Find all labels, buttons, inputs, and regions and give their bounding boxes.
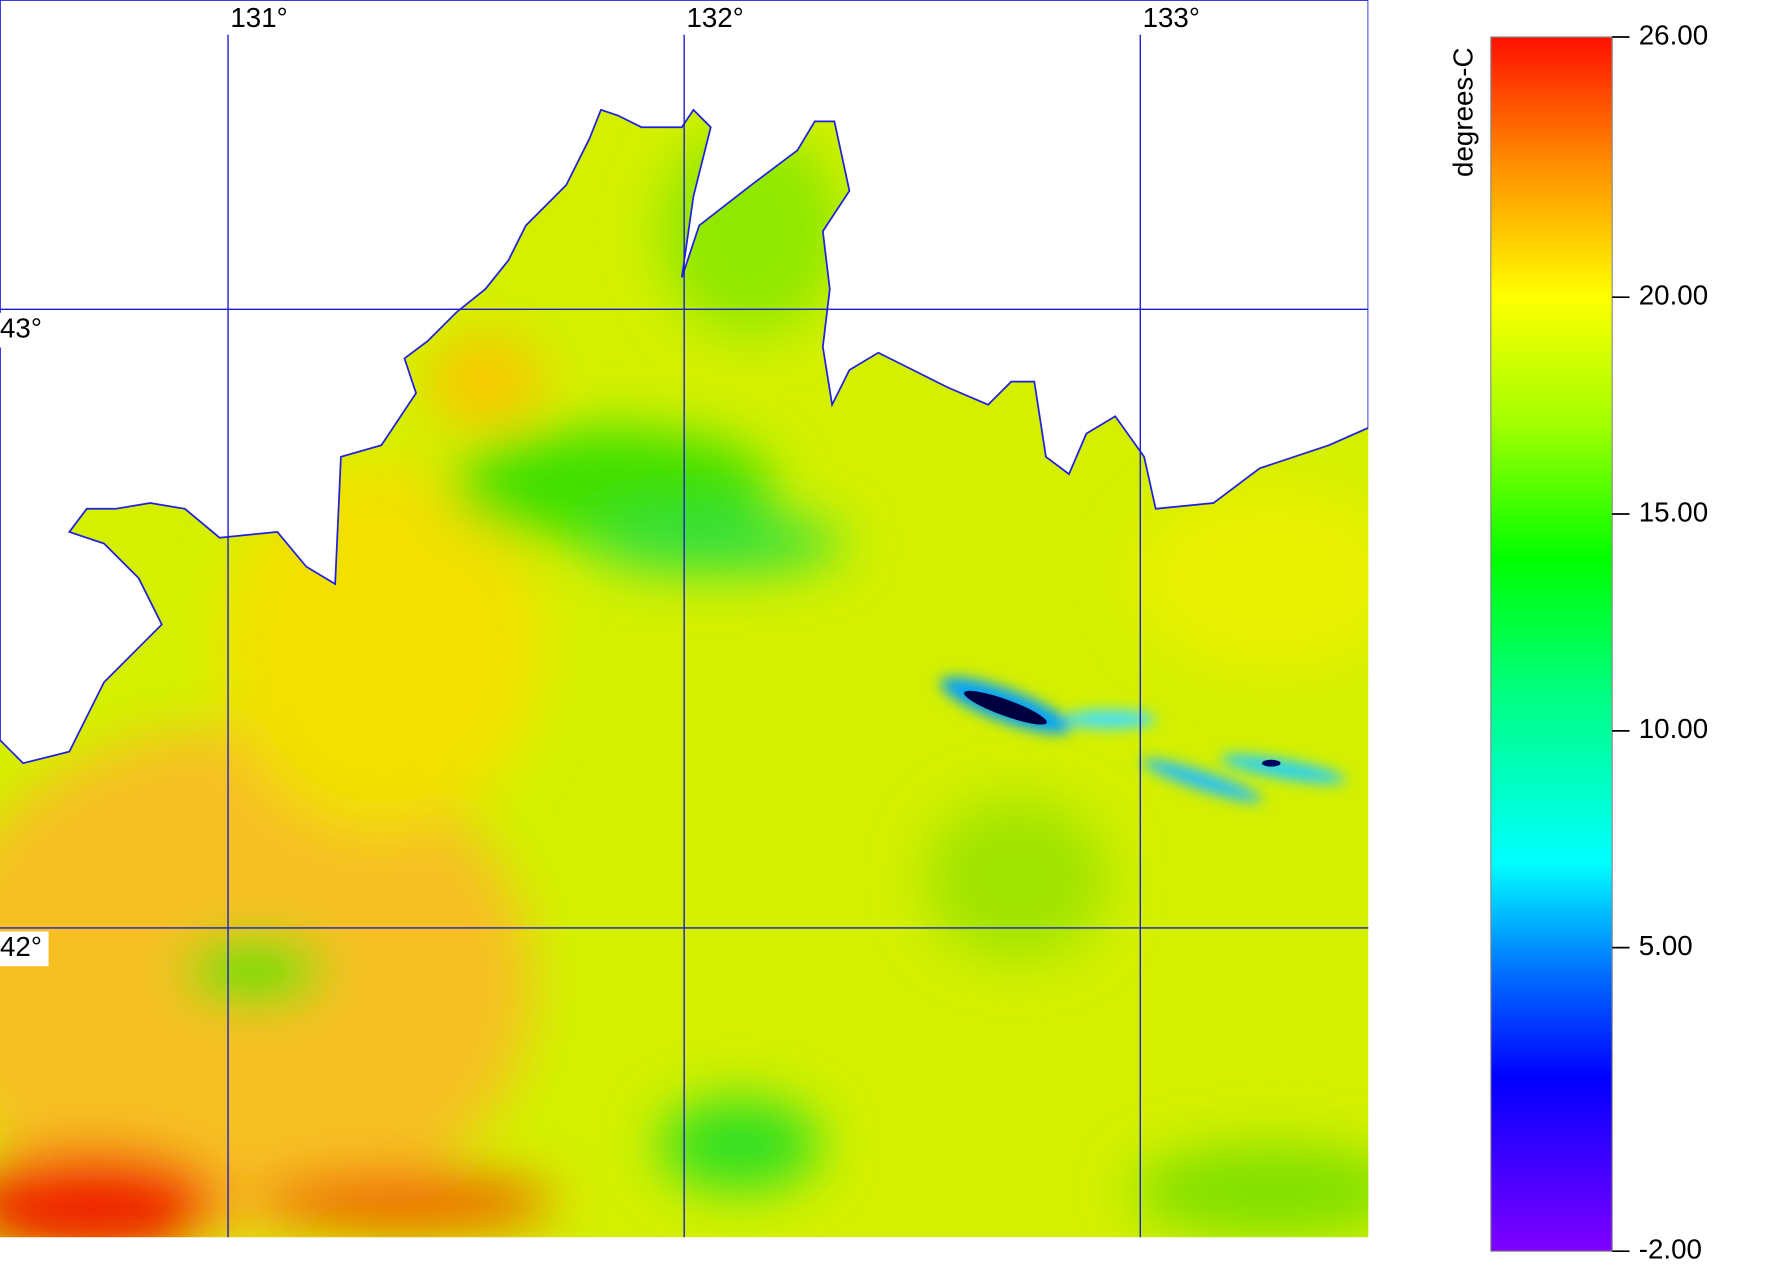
colorbar-tick-label: 15.00 bbox=[1639, 496, 1708, 527]
colorbar-tick-label: 26.00 bbox=[1639, 19, 1708, 50]
latitude-label-bg bbox=[0, 931, 49, 967]
colorbar bbox=[1490, 36, 1613, 1252]
longitude-label: 132° bbox=[686, 2, 743, 33]
land bbox=[0, 0, 1369, 765]
latitude-label-bg bbox=[0, 312, 49, 348]
colorbar-tick-label: -2.00 bbox=[1639, 1234, 1702, 1265]
colorbar-ticks: 26.00 20.00 15.00 10.00 5.00 -2.00 bbox=[1612, 19, 1708, 1265]
colorbar-label: degrees-C bbox=[1448, 47, 1479, 177]
colorbar-tick-label: 20.00 bbox=[1639, 280, 1708, 311]
longitude-label: 133° bbox=[1143, 2, 1200, 33]
latitude-label: 42° bbox=[0, 931, 42, 962]
longitude-label: 131° bbox=[230, 2, 287, 33]
colorbar-tick-label: 5.00 bbox=[1639, 930, 1693, 961]
graticule: 131° 132° 133° 43° 42° bbox=[0, 2, 1369, 1238]
sst-image bbox=[0, 0, 1369, 1238]
latitude-label: 43° bbox=[0, 312, 42, 343]
colorbar-tick-label: 10.00 bbox=[1639, 713, 1708, 744]
